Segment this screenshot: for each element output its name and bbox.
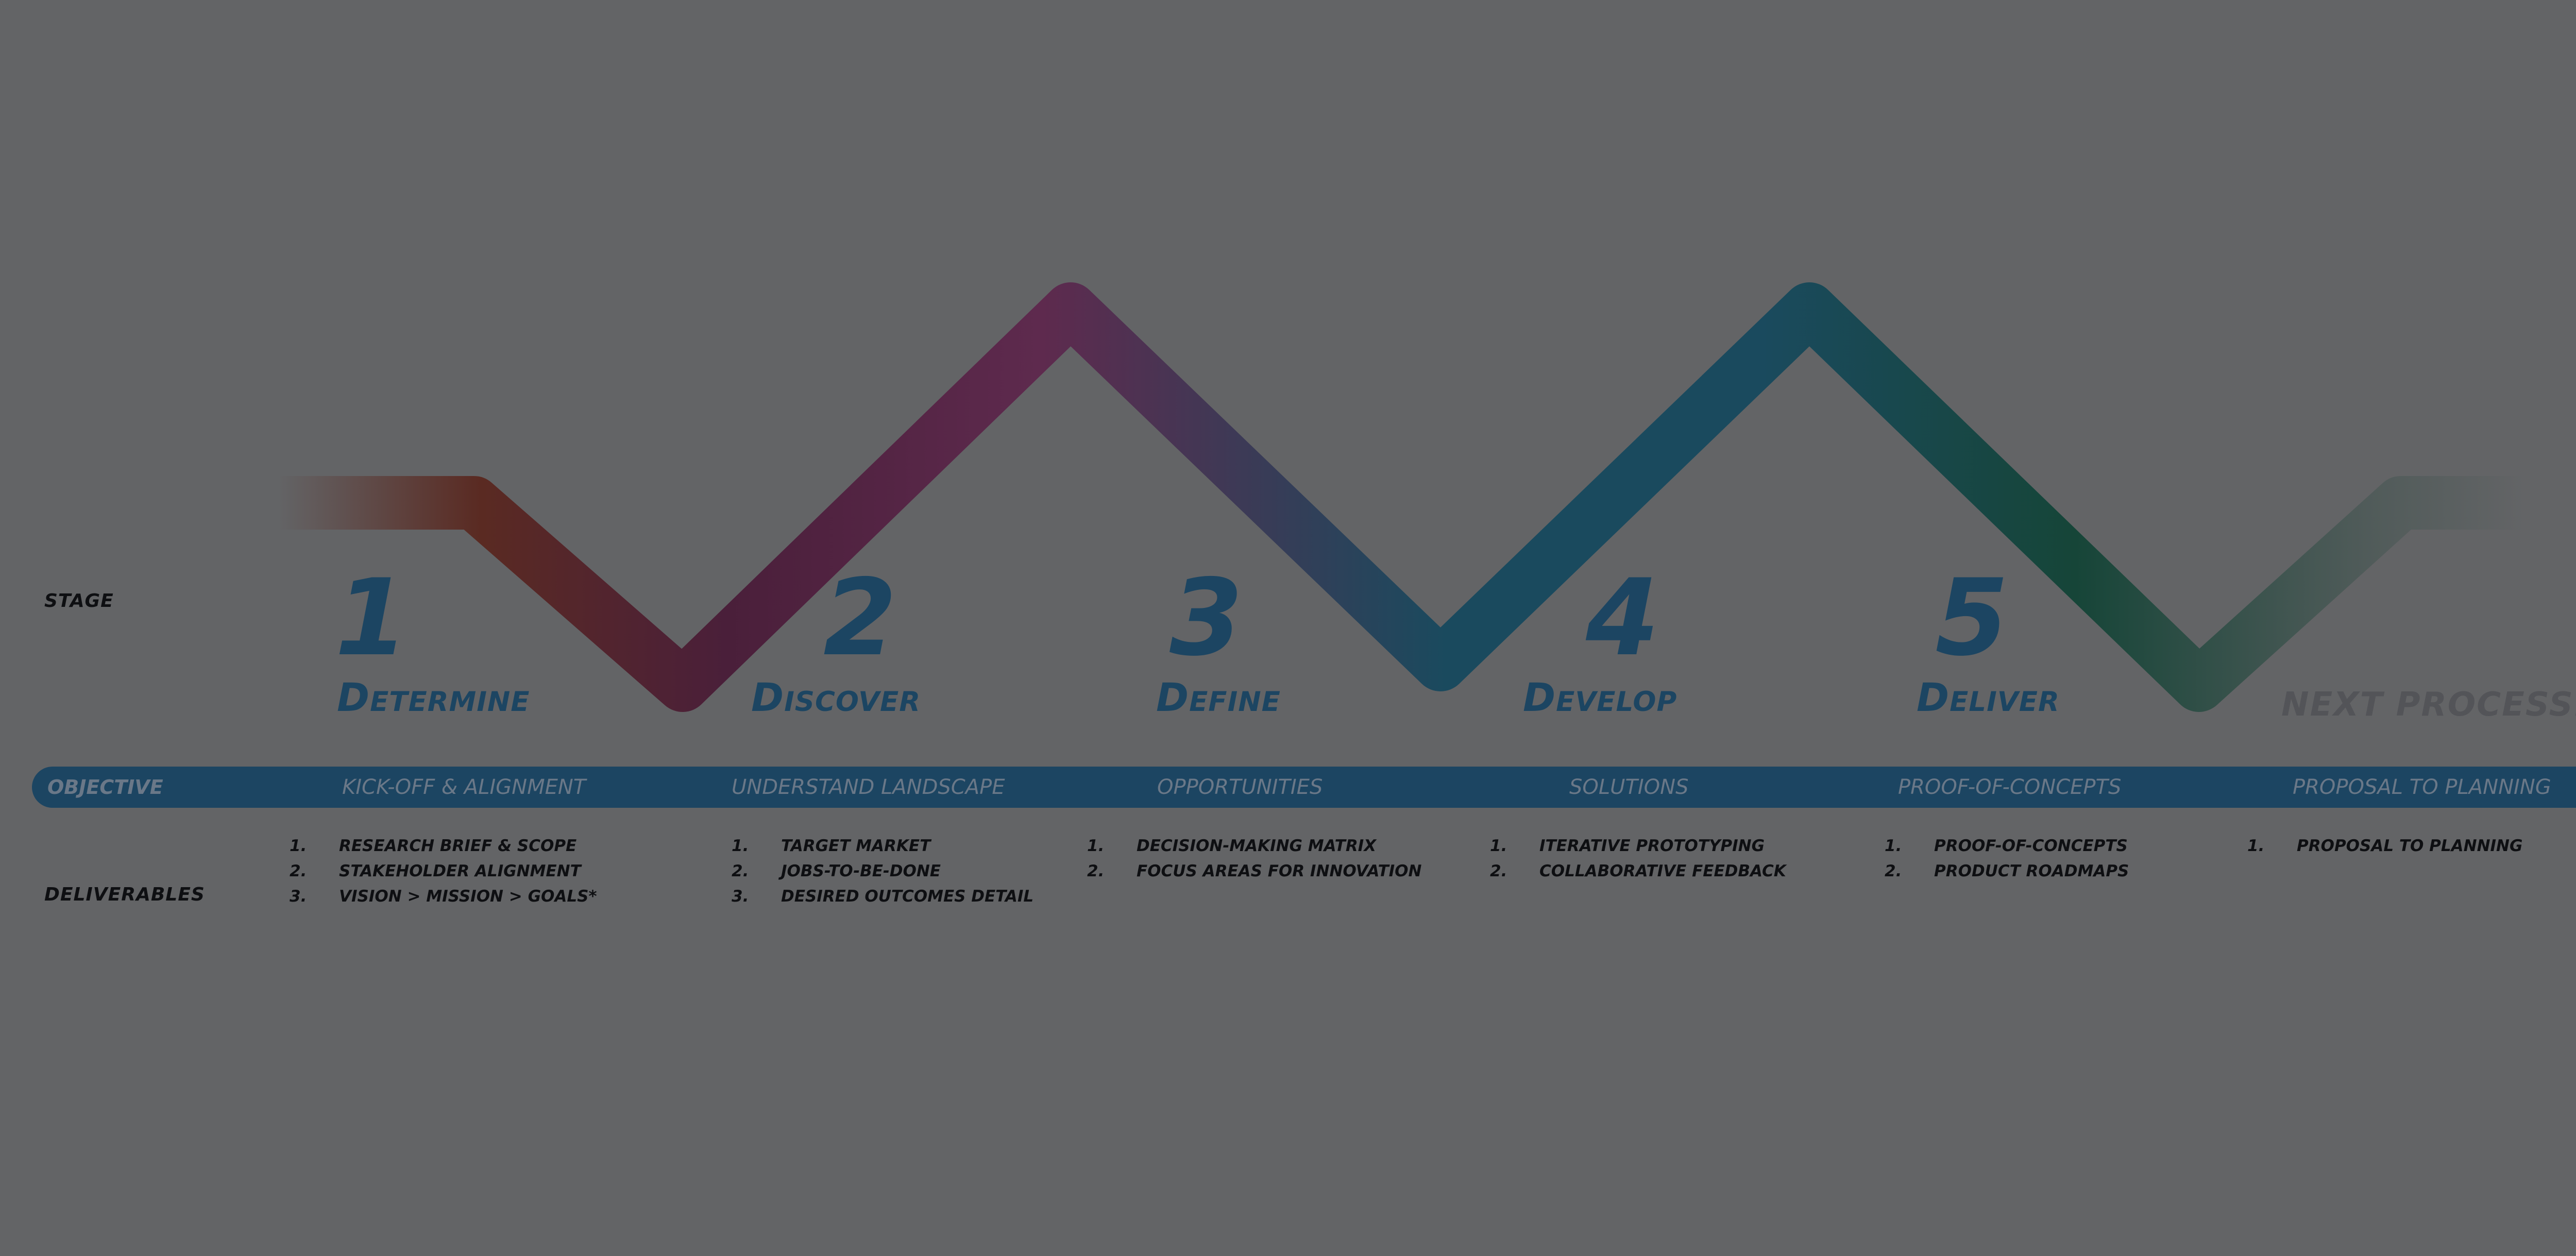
stage-1-number: 1	[335, 557, 409, 680]
list-item-text: DESIRED OUTCOMES DETAIL	[781, 887, 1034, 906]
list-item: 1. PROPOSAL TO PLANNING	[2247, 834, 2522, 859]
list-item: 1. PROOF-OF-CONCEPTS	[1885, 834, 2129, 859]
list-item-number: 3.	[290, 887, 307, 906]
list-item: 3. VISION > MISSION > GOALS*	[290, 884, 597, 909]
list-item: 2. STAKEHOLDER ALIGNMENT	[290, 859, 597, 884]
list-item-number: 1.	[2247, 837, 2265, 855]
list-item-text: RESEARCH BRIEF & SCOPE	[339, 837, 577, 855]
stage-4-number: 4	[1586, 557, 1659, 680]
wave-path	[278, 282, 2524, 712]
list-item-number: 2.	[1885, 862, 1902, 880]
objective-stage-4: SOLUTIONS	[1569, 775, 1689, 799]
list-item-text: PROOF-OF-CONCEPTS	[1934, 837, 2128, 855]
objective-row-label: OBJECTIVE	[47, 776, 163, 799]
list-item-text: PROPOSAL TO PLANNING	[2297, 837, 2523, 855]
objective-bar	[32, 767, 2576, 808]
list-item-text: PRODUCT ROADMAPS	[1934, 862, 2129, 880]
deliverables-row-label: DELIVERABLES	[44, 884, 205, 905]
list-item: 3. DESIRED OUTCOMES DETAIL	[732, 884, 1033, 909]
stage-row-label: STAGE	[44, 590, 114, 612]
stage-3-number: 3	[1170, 557, 1243, 680]
list-item-text: VISION > MISSION > GOALS*	[339, 887, 597, 906]
list-item: 1. TARGET MARKET	[732, 834, 1033, 859]
list-item: 2. JOBS-TO-BE-DONE	[732, 859, 1033, 884]
list-item-text: TARGET MARKET	[781, 837, 931, 855]
deliverables-stage-5: 1. PROOF-OF-CONCEPTS 2. PRODUCT ROADMAPS	[1885, 834, 2129, 884]
list-item-number: 1.	[1885, 837, 1902, 855]
deliverables-stage-3: 1. DECISION-MAKING MATRIX 2. FOCUS AREAS F…	[1087, 834, 1421, 884]
objective-stage-1: KICK-OFF & ALIGNMENT	[342, 775, 586, 799]
list-item-text: JOBS-TO-BE-DONE	[781, 862, 941, 880]
list-item: 1. ITERATIVE PROTOTYPING	[1490, 834, 1786, 859]
list-item-text: STAKEHOLDER ALIGNMENT	[339, 862, 581, 880]
deliverables-stage-2: 1. TARGET MARKET 2. JOBS-TO-BE-DONE 3. DESI…	[732, 834, 1033, 909]
stage-3-name: Define	[1156, 674, 1281, 720]
objective-stage-5: PROOF-OF-CONCEPTS	[1898, 775, 2122, 799]
list-item-number: 3.	[732, 887, 749, 906]
list-item-number: 1.	[732, 837, 749, 855]
deliverables-stage-4: 1. ITERATIVE PROTOTYPING 2. COLLABORATIVE …	[1490, 834, 1786, 884]
list-item: 2. FOCUS AREAS FOR INNOVATION	[1087, 859, 1421, 884]
list-item-number: 1.	[1087, 837, 1105, 855]
objective-next: PROPOSAL TO PLANNING	[2293, 775, 2551, 799]
stage-4-name: Develop	[1523, 674, 1677, 720]
list-item: 1. DECISION-MAKING MATRIX	[1087, 834, 1421, 859]
list-item-number: 1.	[290, 837, 307, 855]
list-item: 2. PRODUCT ROADMAPS	[1885, 859, 2129, 884]
list-item-text: ITERATIVE PROTOTYPING	[1539, 837, 1765, 855]
objective-stage-2: UNDERSTAND LANDSCAPE	[732, 775, 1005, 799]
list-item: 2. COLLABORATIVE FEEDBACK	[1490, 859, 1786, 884]
list-item-number: 2.	[1490, 862, 1507, 880]
list-item-number: 2.	[290, 862, 307, 880]
stage-1-name: Determine	[337, 674, 530, 720]
list-item-text: DECISION-MAKING MATRIX	[1137, 837, 1377, 855]
stage-2-number: 2	[823, 557, 897, 680]
objective-stage-3: OPPORTUNITIES	[1157, 775, 1323, 799]
list-item-number: 2.	[1087, 862, 1105, 880]
list-item-number: 1.	[1490, 837, 1507, 855]
list-item: 1. RESEARCH BRIEF & SCOPE	[290, 834, 597, 859]
stage-5-number: 5	[1935, 557, 2009, 680]
next-process-label: NEXT PROCESS...	[2281, 686, 2576, 724]
stage-2-name: Discover	[751, 674, 921, 720]
stage-5-name: Deliver	[1917, 674, 2060, 720]
deliverables-stage-1: 1. RESEARCH BRIEF & SCOPE 2. STAKEHOLDER A…	[290, 834, 597, 909]
deliverables-next: 1. PROPOSAL TO PLANNING	[2247, 834, 2522, 859]
list-item-text: COLLABORATIVE FEEDBACK	[1539, 862, 1786, 880]
list-item-number: 2.	[732, 862, 749, 880]
list-item-text: FOCUS AREAS FOR INNOVATION	[1137, 862, 1422, 880]
